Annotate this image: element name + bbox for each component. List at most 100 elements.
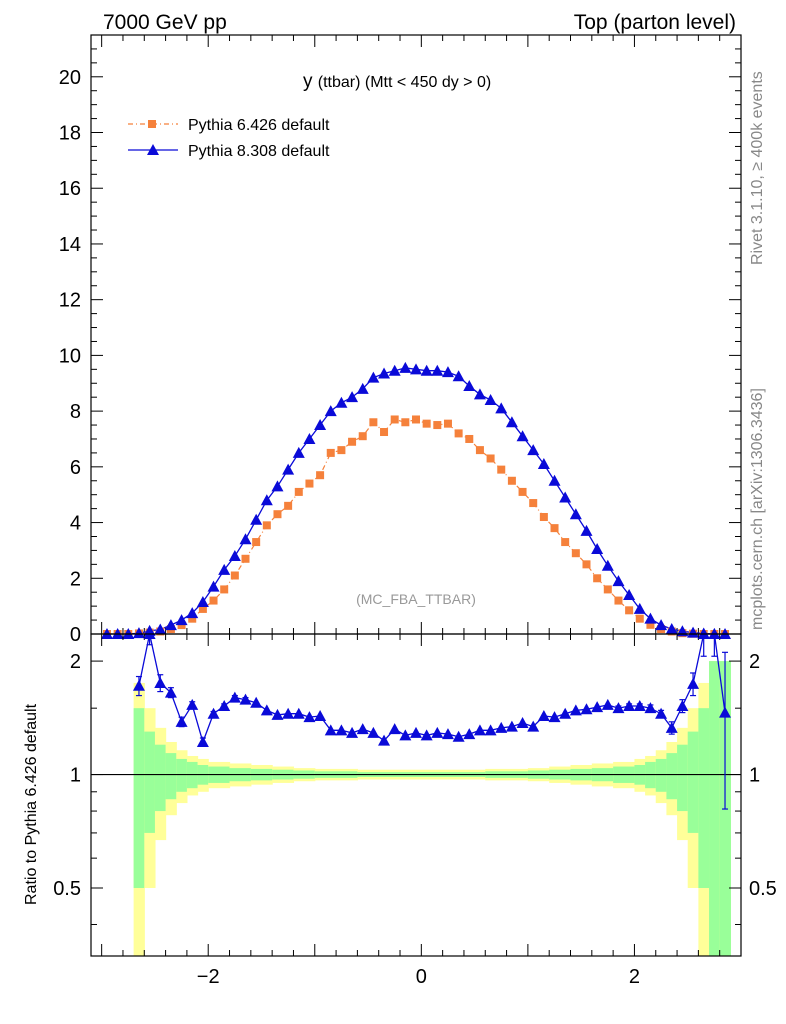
marker-pythia8 [239,533,252,545]
marker-pythia6 [369,418,378,427]
ratio-marker-pythia8 [719,706,732,718]
rivet-label: Rivet 3.1.10, ≥ 400k events [749,71,766,265]
marker-pythia8 [218,563,231,575]
band-inner [165,753,177,800]
marker-pythia6 [475,446,484,455]
marker-pythia8 [495,402,508,414]
marker-pythia8 [164,619,177,631]
ratio-marker-pythia8 [271,708,284,720]
ratio-marker-pythia8 [410,726,422,738]
ratio-y-tick-label-right: 1 [749,765,760,787]
ratio-y-tick-label-right: 2 [749,651,760,673]
ratio-marker-pythia8 [569,704,582,716]
ratio-y-tick-label-left: 0.5 [53,878,81,900]
marker-pythia6 [358,432,367,441]
ratio-marker-pythia8 [431,726,444,738]
marker-pythia8 [271,480,284,492]
ratio-marker-pythia8 [186,698,199,710]
marker-pythia6 [188,614,197,623]
marker-pythia8 [250,513,263,525]
band-inner [666,753,678,800]
marker-pythia6 [571,549,580,558]
band-inner [133,708,145,888]
main-y-tick-label: 4 [70,513,81,535]
main-axis-ticks: 0 2 4 6 8 10 12 14 16 18 20 [59,34,742,646]
marker-pythia6 [230,571,239,580]
ratio-y-label: Ratio to Pythia 6.426 default [23,703,40,905]
marker-pythia8 [463,380,476,392]
marker-pythia6 [507,476,516,485]
marker-pythia6 [539,512,548,521]
legend-label-pythia8: Pythia 8.308 default [188,143,330,160]
marker-pythia8 [356,382,369,394]
ratio-marker-pythia8 [282,707,295,719]
legend-entry-pythia8: Pythia 8.308 default [128,143,330,160]
ratio-line-pythia8 [138,633,726,745]
marker-pythia6 [252,538,261,547]
ratio-marker-pythia8 [378,734,391,746]
ratio-marker-pythia8 [292,707,305,719]
ratio-marker-pythia8 [633,700,646,712]
header-right: Top (parton level) [574,11,736,34]
ratio-marker-pythia8 [527,720,540,732]
ratio-frame [90,633,742,957]
marker-pythia6 [603,585,612,594]
ratio-marker-pythia8 [239,693,252,705]
ratio-marker-pythia8 [687,677,700,689]
marker-pythia6 [198,604,207,613]
marker-pythia8 [410,363,422,375]
header-left: 7000 GeV pp [103,11,227,34]
marker-pythia6 [497,465,506,474]
marker-pythia8 [399,361,412,373]
ratio-marker-pythia8 [335,724,348,736]
marker-pythia8 [527,444,540,456]
ratio-y-tick-label-right: 0.5 [749,878,777,900]
marker-pythia8 [633,602,646,614]
marker-pythia6 [177,621,186,630]
marker-pythia8 [420,364,433,376]
marker-pythia6 [326,448,335,457]
marker-pythia8 [154,623,167,635]
main-y-tick-label: 8 [70,401,81,423]
ratio-y-tick-label-left: 2 [70,651,81,673]
ratio-marker-pythia8 [644,702,657,714]
ratio-marker-pythia8 [260,704,273,716]
ratio-marker-pythia8 [175,715,188,727]
x-tick-label: −2 [197,966,220,988]
ratio-marker-pythia8 [473,724,486,736]
x-tick-label: 2 [629,966,640,988]
band-inner [154,744,167,812]
ratio-marker-pythia8 [356,723,369,735]
ratio-marker-pythia8 [484,724,497,736]
band-inner [176,758,188,792]
marker-pythia8 [292,446,305,458]
marker-pythia6 [241,554,250,563]
marker-pythia8 [516,430,529,442]
marker-pythia6 [614,596,623,605]
ratio-marker-pythia8 [676,700,689,712]
ratio-marker-pythia8 [548,711,561,723]
ratio-marker-pythia8 [420,729,433,741]
marker-pythia6 [465,434,474,443]
marker-pythia8 [591,543,604,555]
ratio-marker-pythia8 [164,686,177,698]
marker-pythia6 [443,419,452,428]
marker-pythia6 [582,560,591,569]
marker-pythia6 [561,538,570,547]
main-y-tick-label: 14 [59,234,81,256]
ratio-marker-pythia8 [346,726,359,738]
marker-pythia8 [548,474,561,486]
legend-marker-pythia8 [147,144,159,155]
marker-pythia6 [305,479,314,488]
ratio-marker-pythia8 [537,709,550,721]
marker-pythia8 [207,580,220,592]
marker-pythia8 [228,549,241,561]
marker-pythia8 [473,388,486,400]
marker-pythia6 [390,415,399,424]
marker-pythia6 [529,499,538,508]
marker-pythia8 [378,367,391,379]
main-series-layer [100,361,732,639]
plot-title: y (ttbar) (Mtt < 450 dy > 0) [303,71,491,92]
analysis-tag: (MC_FBA_TTBAR) [356,591,476,607]
